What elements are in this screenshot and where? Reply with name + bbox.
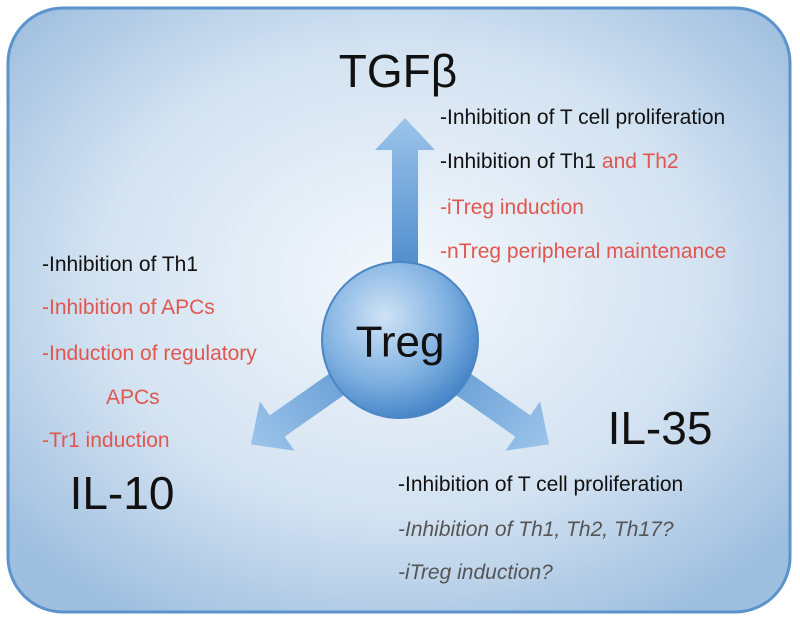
branches: TGFβ -Inhibition of T cell proliferation -… — [42, 45, 726, 583]
branch-item: -Induction of regulatory — [42, 342, 257, 365]
item-text: -Inhibition of T cell proliferation — [398, 473, 683, 496]
branch-item: -Inhibition of Th1 and Th2 — [440, 150, 679, 173]
branch-label: IL-35 — [608, 402, 713, 454]
item-text: -Inhibition of Th1, Th2, Th17? — [398, 518, 674, 541]
branch-item: -Inhibition of Th1 — [42, 253, 198, 276]
center-circle — [321, 261, 479, 419]
branch-item: -iTreg induction? — [398, 561, 553, 584]
item-text: -Inhibition of T cell proliferation — [440, 106, 725, 129]
arrow-up — [375, 118, 435, 270]
item-text: -Tr1 induction — [42, 429, 170, 452]
item-text: and Th2 — [602, 150, 679, 173]
branch-item: -Inhibition of APCs — [42, 296, 215, 319]
item-text: -iTreg induction? — [398, 561, 553, 584]
branch-label: IL-10 — [70, 467, 175, 519]
branch-item: APCs — [106, 386, 160, 409]
item-text: -Inhibition of Th1 — [42, 253, 198, 276]
item-text: APCs — [106, 386, 160, 409]
item-text: -Induction of regulatory — [42, 342, 257, 365]
center-label: Treg — [356, 318, 445, 367]
branch-item: -Inhibition of T cell proliferation — [440, 106, 725, 129]
branch-item: -Inhibition of T cell proliferation — [398, 473, 683, 496]
branch-item: -Inhibition of Th1, Th2, Th17? — [398, 518, 674, 541]
branch-label: TGFβ — [339, 45, 457, 97]
item-text: -iTreg induction — [440, 196, 584, 219]
item-text: -nTreg peripheral maintenance — [440, 240, 726, 263]
branch-item: -Tr1 induction — [42, 429, 170, 452]
item-text: -Inhibition of Th1 — [440, 150, 602, 173]
branch-item: -nTreg peripheral maintenance — [440, 240, 726, 263]
item-text: -Inhibition of APCs — [42, 296, 215, 319]
branch-item: -iTreg induction — [440, 196, 584, 219]
